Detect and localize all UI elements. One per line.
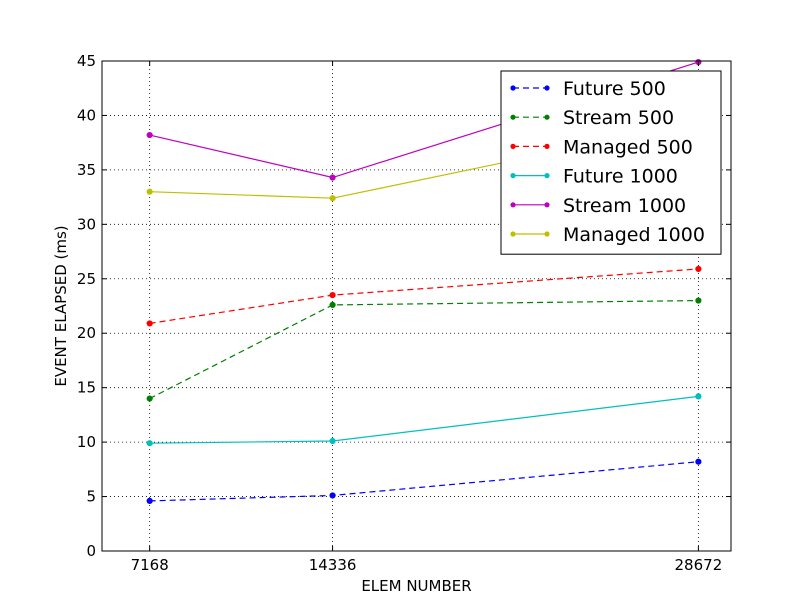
series-managed-500 xyxy=(146,265,702,327)
y-tick-label: 20 xyxy=(77,324,96,342)
x-tick-label: 28672 xyxy=(675,556,723,574)
x-axis-label: ELEM NUMBER xyxy=(361,577,471,595)
legend-label: Stream 1000 xyxy=(563,195,686,217)
legend-marker xyxy=(510,85,516,91)
data-point xyxy=(695,265,702,273)
data-point xyxy=(329,292,336,299)
x-tick-label: 7168 xyxy=(131,556,169,574)
legend-item: Stream 1000 xyxy=(510,195,686,217)
data-point xyxy=(329,195,336,202)
y-tick-label: 0 xyxy=(86,542,96,560)
data-point xyxy=(329,492,336,499)
legend-label: Managed 1000 xyxy=(563,224,705,246)
legend-marker xyxy=(510,173,516,179)
legend-marker xyxy=(544,231,550,237)
data-point xyxy=(146,497,153,505)
y-tick-label: 45 xyxy=(77,52,96,70)
data-point xyxy=(695,393,702,400)
legend-item: Managed 1000 xyxy=(510,224,705,246)
data-point xyxy=(146,188,153,195)
axis-ticks: 7168 14336 28672 0 5 10 15 20 25 30 35 40 45 xyxy=(77,52,731,574)
data-point xyxy=(146,320,153,327)
legend-marker xyxy=(544,85,550,91)
legend-label: Future 1000 xyxy=(563,166,678,188)
y-tick-label: 25 xyxy=(77,270,96,288)
legend-marker xyxy=(510,143,516,149)
legend-box xyxy=(500,70,722,255)
y-tick-label: 40 xyxy=(77,106,96,124)
data-point xyxy=(146,440,153,447)
y-tick-label: 30 xyxy=(77,215,96,233)
data-point xyxy=(329,301,336,309)
y-tick-label: 5 xyxy=(86,488,96,506)
series-stream-500 xyxy=(146,297,702,402)
legend-item: Future 1000 xyxy=(510,166,678,188)
legend-item: Future 500 xyxy=(510,78,666,100)
legend-label: Managed 500 xyxy=(563,136,693,158)
legend-marker xyxy=(544,173,550,179)
y-tick-label: 10 xyxy=(77,433,96,451)
x-tick-label: 14336 xyxy=(309,556,357,574)
data-point xyxy=(329,174,336,181)
data-point xyxy=(329,437,336,445)
data-point xyxy=(146,131,153,139)
legend-marker xyxy=(510,231,516,237)
legend-marker xyxy=(544,114,550,120)
series-future-1000 xyxy=(146,393,702,447)
y-tick-label: 15 xyxy=(77,379,96,397)
legend-label: Future 500 xyxy=(563,78,666,100)
legend-marker xyxy=(544,143,550,149)
data-point xyxy=(146,395,153,402)
series-future-500 xyxy=(146,458,702,505)
legend-marker xyxy=(510,202,516,208)
y-tick-label: 35 xyxy=(77,161,96,179)
plot-area-frame xyxy=(101,60,732,552)
data-point xyxy=(695,458,702,465)
data-point xyxy=(695,297,702,304)
legend-label: Stream 500 xyxy=(563,107,674,129)
legend-marker xyxy=(544,202,550,208)
legend-item: Managed 500 xyxy=(510,136,693,158)
y-axis-label: EVENT ELAPSED (ms) xyxy=(52,225,70,386)
legend: Future 500 Stream 500 Managed 500 Future 10… xyxy=(500,70,722,255)
legend-item: Stream 500 xyxy=(510,107,674,129)
legend-marker xyxy=(510,114,516,120)
